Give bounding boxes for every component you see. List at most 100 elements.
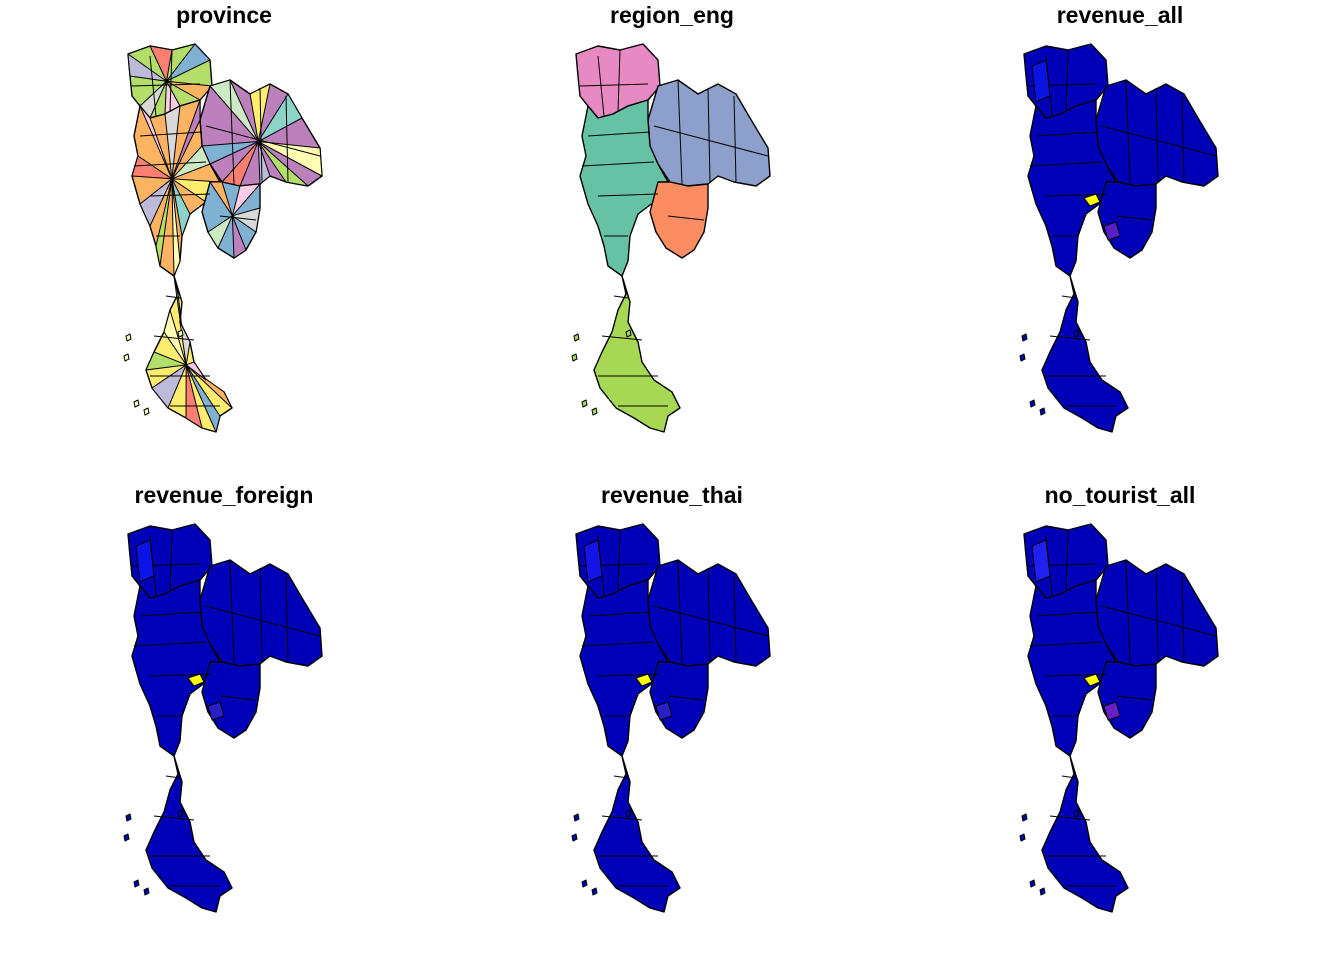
island	[177, 329, 184, 338]
province-border	[587, 611, 651, 617]
province-border	[601, 335, 643, 341]
island	[1019, 353, 1026, 362]
panel-title: region_eng	[610, 2, 734, 28]
island	[1073, 809, 1080, 818]
province-border	[205, 605, 321, 637]
map-panel-revenue-all: revenue_all	[896, 0, 1344, 480]
province-border	[677, 79, 683, 185]
map-panel-revenue-foreign: revenue_foreign	[0, 480, 448, 960]
region-area-south	[145, 755, 233, 913]
highlight-province-a	[1031, 539, 1051, 583]
highlight-province-a	[135, 539, 155, 583]
province-border	[733, 575, 737, 663]
map-panel-no-tourist-all: no_tourist_all	[896, 480, 1344, 960]
province-border	[581, 161, 655, 167]
province-area	[139, 178, 173, 227]
province-border	[707, 567, 711, 663]
highlight-province-a	[1031, 59, 1051, 103]
panel-title: province	[176, 2, 272, 28]
region-area-south	[1041, 755, 1129, 913]
province-area	[231, 183, 261, 217]
thailand-map	[123, 43, 323, 433]
province-border	[653, 605, 769, 637]
map-panel-revenue-thai: revenue_thai	[448, 480, 896, 960]
province-border	[613, 775, 629, 779]
province-area	[139, 105, 173, 180]
province-border	[667, 215, 705, 221]
province-area	[231, 207, 261, 233]
province-border	[601, 815, 643, 821]
island	[123, 353, 130, 362]
region-area-south	[1041, 275, 1129, 433]
province-area	[127, 53, 167, 82]
region-area-central	[1027, 99, 1117, 277]
province-border	[613, 295, 629, 299]
province-area	[171, 99, 201, 180]
highlight-province-a	[583, 539, 603, 583]
province-border	[205, 125, 321, 157]
province-border	[139, 131, 203, 137]
province-area	[257, 93, 303, 143]
island	[1039, 887, 1046, 896]
province-area	[209, 181, 233, 217]
island	[1019, 833, 1026, 842]
region-area-central	[579, 579, 669, 757]
province-border	[579, 83, 649, 87]
island	[1029, 399, 1036, 408]
province-border	[1101, 125, 1217, 157]
bangkok-province	[187, 673, 205, 687]
province-border	[597, 193, 659, 197]
island	[1073, 329, 1080, 338]
island	[591, 407, 598, 416]
province-area	[207, 215, 233, 249]
province-border	[1061, 775, 1077, 779]
province-border	[587, 131, 651, 137]
bangkok-province	[1083, 193, 1101, 207]
island	[1021, 333, 1028, 342]
province-border	[169, 529, 173, 593]
province-border	[1181, 575, 1185, 663]
province-area	[185, 364, 203, 429]
province-border	[219, 695, 257, 701]
province-border	[285, 95, 289, 183]
province-border	[133, 641, 207, 647]
island	[125, 813, 132, 822]
province-border	[1181, 95, 1185, 183]
map-panel-province: province	[0, 0, 448, 480]
region-area-east	[1097, 181, 1157, 259]
island	[133, 879, 140, 888]
province-border	[1035, 611, 1099, 617]
province-area	[155, 178, 173, 267]
thailand-map	[1019, 43, 1219, 433]
island	[143, 887, 150, 896]
panel-title: revenue_foreign	[134, 482, 314, 508]
province-border	[733, 95, 737, 183]
province-border	[259, 567, 263, 663]
province-border	[597, 55, 605, 117]
province-area	[164, 105, 181, 180]
province-area	[209, 79, 259, 143]
province-border	[1101, 605, 1217, 637]
highlight-province-b	[1103, 221, 1121, 241]
province-area	[163, 309, 187, 366]
province-border	[165, 775, 181, 779]
island	[143, 407, 150, 416]
island	[177, 809, 184, 818]
province-area	[145, 351, 187, 371]
island	[123, 833, 130, 842]
island	[573, 333, 580, 342]
province-border	[1061, 295, 1077, 299]
province-border	[149, 193, 211, 197]
island	[625, 329, 632, 338]
province-border	[1155, 567, 1159, 663]
region-area-central	[579, 99, 669, 277]
highlight-province-b	[207, 701, 225, 721]
bangkok-province	[1083, 673, 1101, 687]
highlight-province-b	[655, 701, 673, 721]
province-border	[1155, 87, 1159, 183]
province-border	[133, 161, 207, 167]
island	[125, 333, 132, 342]
region-area-east	[201, 661, 261, 739]
province-border	[1029, 641, 1103, 647]
panel-title: revenue_thai	[601, 482, 743, 508]
